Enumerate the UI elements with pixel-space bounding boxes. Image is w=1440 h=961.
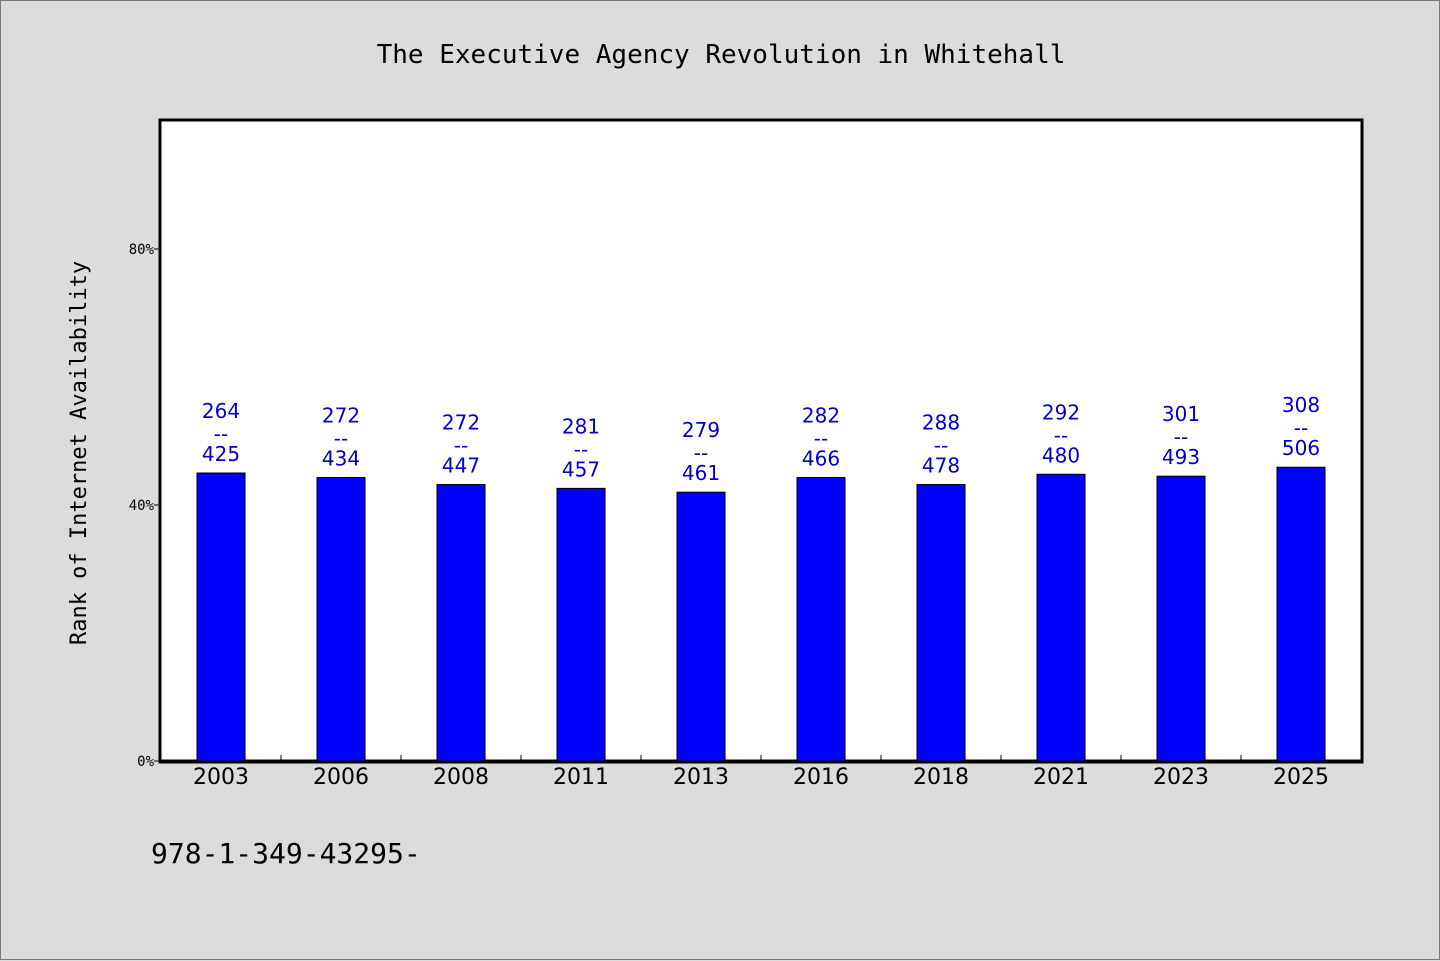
bar-label-separator: -- <box>574 437 588 461</box>
bar-label-bottom: 457 <box>562 457 600 481</box>
bar-label-top: 272 <box>442 411 480 435</box>
x-ticks: 2003 2006 2008 2011 2013 2016 2018 2021 2023 2025 <box>193 755 1329 790</box>
bar <box>1156 475 1206 762</box>
x-tick-label: 2003 <box>193 765 249 790</box>
bar-label-top: 282 <box>802 403 840 427</box>
bar-label-bottom: 434 <box>322 446 360 470</box>
bar-label-top: 264 <box>202 399 240 423</box>
y-axis-label: Rank of Internet Availability <box>67 261 92 645</box>
bar <box>916 484 966 762</box>
x-tick-label: 2011 <box>553 765 609 790</box>
bar-label-bottom: 506 <box>1282 436 1320 460</box>
bars <box>196 466 1326 762</box>
x-tick-label: 2013 <box>673 765 729 790</box>
bar <box>1276 466 1326 762</box>
x-tick-label: 2023 <box>1153 765 1209 790</box>
bar <box>436 484 486 762</box>
bar-label-top: 301 <box>1162 402 1200 426</box>
chart-title: The Executive Agency Revolution in White… <box>377 40 1066 70</box>
bar-label-top: 288 <box>922 411 960 435</box>
bar-label-bottom: 466 <box>802 446 840 470</box>
data-labels: 425--264434--272447--272457--281461--279… <box>202 393 1320 485</box>
bar-label-top: 308 <box>1282 393 1320 417</box>
bar-label-bottom: 478 <box>922 454 960 478</box>
bar <box>1036 473 1086 762</box>
bar-label-separator: -- <box>1294 416 1308 440</box>
bar-label-separator: -- <box>214 422 228 446</box>
bar-label-bottom: 480 <box>1042 443 1080 467</box>
x-tick-label: 2025 <box>1273 765 1329 790</box>
bar-label-top: 292 <box>1042 400 1080 424</box>
x-tick-label: 2008 <box>433 765 489 790</box>
bar <box>316 476 366 762</box>
x-tick-label: 2021 <box>1033 765 1089 790</box>
bar-label-separator: -- <box>454 434 468 458</box>
y-tick-label: 80% <box>129 242 155 258</box>
bar-label-separator: -- <box>814 426 828 450</box>
bar-label-bottom: 447 <box>442 454 480 478</box>
bar-label-bottom: 425 <box>202 442 240 466</box>
bar-label-separator: -- <box>334 426 348 450</box>
bar-label-top: 279 <box>682 418 720 442</box>
footer-isbn: 978-1-349-43295- <box>151 837 421 870</box>
bar-label-top: 281 <box>562 414 600 438</box>
bar-label-bottom: 461 <box>682 461 720 485</box>
x-tick-label: 2016 <box>793 765 849 790</box>
bar <box>676 491 726 762</box>
bar <box>556 487 606 762</box>
plot-border <box>158 118 1364 764</box>
y-ticks: 0% 40% 80% <box>129 242 161 770</box>
y-tick-label: 40% <box>129 498 155 514</box>
bar-label-separator: -- <box>934 434 948 458</box>
bar <box>796 476 846 762</box>
bar-label-separator: -- <box>1054 423 1068 447</box>
x-tick-label: 2018 <box>913 765 969 790</box>
y-tick-label: 0% <box>137 754 154 770</box>
x-tick-label: 2006 <box>313 765 369 790</box>
bar-label-bottom: 493 <box>1162 445 1200 469</box>
bar <box>196 472 246 762</box>
bar-label-separator: -- <box>694 441 708 465</box>
bar-label-top: 272 <box>322 403 360 427</box>
bar-label-separator: -- <box>1174 425 1188 449</box>
